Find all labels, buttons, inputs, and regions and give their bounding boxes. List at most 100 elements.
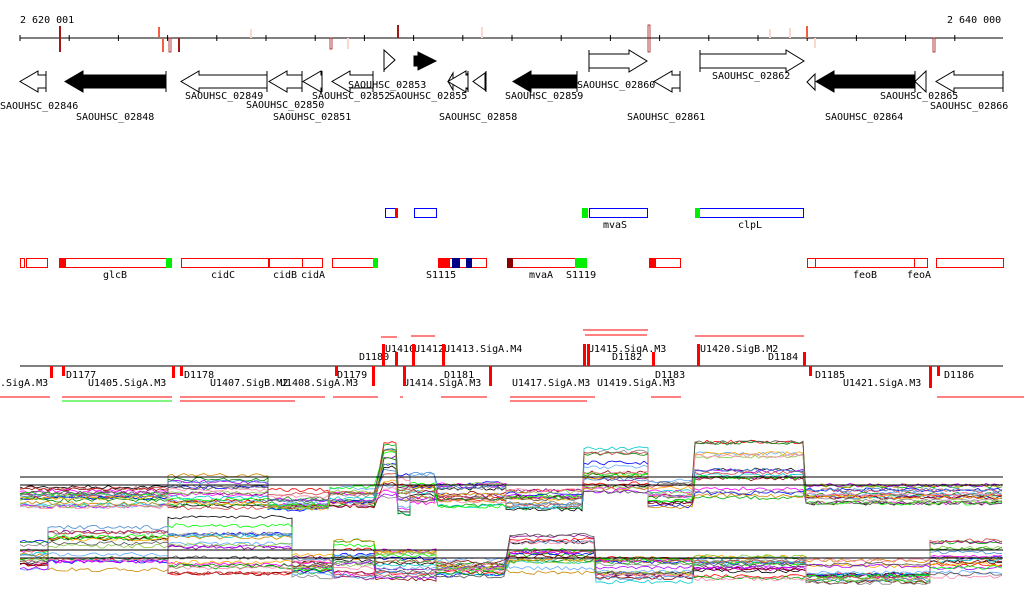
feature-box — [815, 258, 915, 268]
feature-label: feoA — [907, 270, 931, 281]
operon-label: U1417.SigA.M3 — [512, 378, 590, 389]
feature-mark — [695, 208, 700, 218]
feature-mark — [575, 258, 587, 268]
operon-marker — [412, 344, 415, 366]
gene-arrow — [914, 69, 927, 94]
expression-line — [19, 536, 1003, 576]
feature-box — [414, 208, 437, 218]
expression-line — [19, 542, 1003, 582]
feature-box — [332, 258, 377, 268]
gene-label: SAOUHSC_02858 — [439, 112, 517, 123]
snp-marker — [168, 37, 172, 53]
gene-saouhsc_02862: SAOUHSC_02862 — [699, 49, 805, 82]
gene-arrow — [180, 70, 268, 93]
operon-marker — [809, 366, 812, 376]
feature-track: mvaS clpL glcB cidC cidB cidA S1115 mvaA S1119 fe… — [20, 208, 1004, 281]
operon-marker — [489, 366, 492, 386]
operon-label: U1413.SigA.M4 — [444, 344, 522, 355]
feature-label: S1115 — [426, 270, 456, 281]
operon-marker — [335, 366, 338, 376]
gene-arrow — [653, 70, 681, 93]
operon-marker — [583, 344, 586, 366]
gene-track: SAOUHSC_02846SAOUHSC_02848SAOUHSC_02849S… — [0, 48, 1008, 123]
feature-box — [26, 258, 48, 268]
gene-label: SAOUHSC_02848 — [76, 112, 154, 123]
axis-end-label: 2 640 000 — [947, 15, 1001, 26]
operon-label: D1178 — [184, 370, 214, 381]
snp-marker — [329, 37, 333, 50]
gene-label: SAOUHSC_02846 — [0, 101, 78, 112]
gene-label: SAOUHSC_02864 — [825, 112, 903, 123]
operon-label: D1177 — [66, 370, 96, 381]
snp-marker — [806, 26, 808, 38]
feature-mark — [395, 208, 398, 218]
feature-box — [589, 208, 648, 218]
operon-marker — [62, 366, 65, 376]
feature-label: cidC — [211, 270, 235, 281]
operon-label: D1183 — [655, 370, 685, 381]
gene-label: SAOUHSC_02865 — [880, 91, 958, 102]
expression-line — [19, 541, 1003, 576]
expression-line — [19, 454, 1003, 510]
snp-marker — [59, 26, 61, 52]
operon-label: U1420.SigB.M2 — [700, 344, 778, 355]
operon-label: D1184 — [768, 352, 798, 363]
operon-label: U1408.SigA.M3 — [280, 378, 358, 389]
snp-marker — [397, 25, 399, 38]
gene-saouhsc_02846: SAOUHSC_02846 — [0, 70, 78, 112]
gene-arrow — [588, 49, 648, 73]
operon-label: D1182 — [612, 352, 642, 363]
expression-plots — [19, 439, 1003, 586]
operon-marker — [372, 366, 375, 386]
feature-mark — [582, 208, 588, 218]
genome-axis: 2 620 001 2 640 000 — [19, 15, 1003, 53]
feature-label: cidB — [273, 270, 297, 281]
gene-saouhsc_02850: SAOUHSC_02850 — [246, 70, 324, 111]
operon-marker — [803, 352, 806, 366]
operon-marker — [697, 344, 700, 366]
operon-label: U1419.SigA.M3 — [597, 378, 675, 389]
operon-label: U1414.SigA.M3 — [403, 378, 481, 389]
expression-line — [19, 460, 1003, 512]
operon-label: .SigA.M3 — [0, 378, 48, 389]
feature-box — [302, 258, 323, 268]
expression-line — [19, 449, 1003, 510]
feature-mark — [438, 258, 450, 268]
feature-label: cidA — [301, 270, 325, 281]
feature-mark — [507, 258, 513, 268]
feature-box — [59, 258, 169, 268]
feature-label: S1119 — [566, 270, 596, 281]
gene-saouhsc_02853: SAOUHSC_02853 — [348, 48, 438, 91]
operon-marker — [50, 366, 53, 378]
snp-marker — [250, 29, 252, 38]
expression-line — [19, 451, 1003, 511]
feature-mark — [373, 258, 378, 268]
gene-saouhsc_02864: SAOUHSC_02864 — [815, 70, 916, 123]
operon-marker — [442, 344, 445, 366]
operon-label: D1181 — [444, 370, 474, 381]
gene-arrow — [331, 70, 374, 93]
operon-marker — [403, 366, 406, 386]
gene-label: SAOUHSC_02862 — [712, 71, 790, 82]
operon-label: U1415.SigA.M3 — [588, 344, 666, 355]
gene-saouhsc_02860: SAOUHSC_02860 — [577, 49, 655, 91]
snp-marker — [647, 24, 651, 53]
expression-line — [19, 467, 1003, 506]
gene-label: SAOUHSC_02855 — [389, 91, 467, 102]
feature-label: glcB — [103, 270, 127, 281]
gene-arrow — [19, 70, 47, 93]
gene-label: SAOUHSC_02860 — [577, 80, 655, 91]
feature-mark — [649, 258, 656, 268]
operon-label: U1407.SigB.M2 — [210, 378, 288, 389]
gene-arrow — [806, 72, 816, 92]
gene-arrow — [935, 70, 1004, 93]
gene-arrow — [383, 48, 396, 72]
operon-marker — [382, 344, 385, 366]
gene-arrow — [815, 70, 916, 93]
operon-label: U1405.SigA.M3 — [88, 378, 166, 389]
gene-saouhsc_02861: SAOUHSC_02861 — [627, 70, 705, 123]
operon-label: U1412 — [414, 344, 444, 355]
expression-line — [19, 532, 1003, 579]
